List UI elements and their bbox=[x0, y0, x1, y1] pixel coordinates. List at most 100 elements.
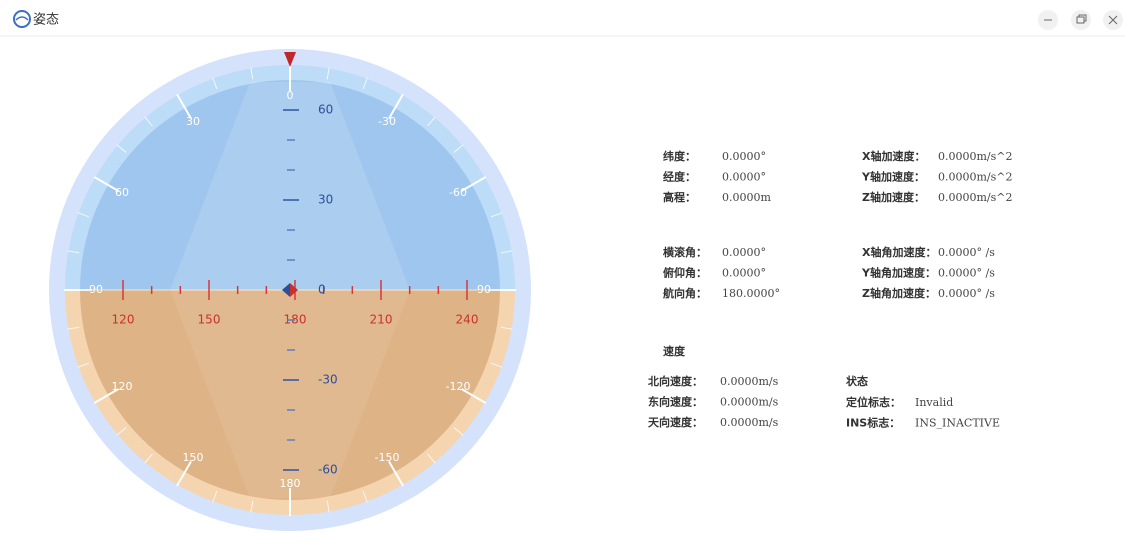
ground bbox=[80, 290, 500, 500]
roll-tick bbox=[176, 93, 192, 120]
title-icon bbox=[13, 10, 31, 28]
roll-label: -60 bbox=[449, 186, 467, 199]
info-label: 横滚角： bbox=[663, 245, 707, 259]
roll-tick bbox=[250, 67, 254, 80]
info-label: Y轴角加速度： bbox=[861, 266, 936, 280]
info-label: 高程： bbox=[663, 190, 696, 204]
info-label: Y轴加速度： bbox=[861, 170, 925, 184]
roll-label: 120 bbox=[111, 380, 132, 393]
pitch-label: -30 bbox=[318, 373, 338, 387]
info-label: Z轴加速度： bbox=[862, 190, 925, 204]
info-value: 0.0000° /s bbox=[938, 287, 995, 300]
info-label: INS标志： bbox=[846, 416, 900, 430]
roll-tick bbox=[500, 250, 513, 254]
heading-label: 150 bbox=[198, 313, 221, 327]
roll-label: -30 bbox=[378, 115, 396, 128]
info-value: 0.0000° bbox=[722, 150, 766, 163]
roll-tick bbox=[77, 212, 90, 218]
roll-tick bbox=[500, 326, 513, 330]
roll-tick bbox=[144, 453, 153, 464]
info-label: X轴角加速度： bbox=[862, 245, 936, 259]
roll-tick bbox=[388, 460, 404, 487]
info-value: 0.0000° bbox=[722, 171, 766, 184]
info-value: 0.0000° bbox=[722, 267, 766, 280]
heading-label: 240 bbox=[456, 313, 479, 327]
info-label: 航向角： bbox=[663, 286, 707, 300]
roll-tick bbox=[77, 362, 90, 368]
roll-tick bbox=[116, 427, 127, 436]
info-value: 0.0000° /s bbox=[938, 267, 995, 280]
pitch-label: 30 bbox=[318, 193, 333, 207]
heading-label: 120 bbox=[112, 313, 135, 327]
pitch-label: 60 bbox=[318, 103, 333, 117]
roll-tick bbox=[250, 500, 254, 513]
roll-tick bbox=[427, 453, 436, 464]
roll-tick bbox=[388, 93, 404, 120]
info-value: 0.0000m/s bbox=[720, 396, 779, 409]
roll-label: 180 bbox=[280, 477, 301, 490]
info-value: 0.0000m/s^2 bbox=[938, 191, 1013, 204]
roll-tick bbox=[212, 77, 218, 90]
roll-tick bbox=[67, 250, 80, 254]
roll-tick bbox=[453, 144, 464, 153]
roll-tick bbox=[453, 427, 464, 436]
info-label: Z轴角加速度： bbox=[862, 286, 936, 300]
info-label: 定位标志： bbox=[846, 395, 901, 409]
info-label: X轴加速度： bbox=[862, 149, 925, 163]
roll-tick bbox=[93, 388, 120, 404]
info-value: 0.0000m/s^2 bbox=[938, 171, 1013, 184]
pitch-label: 0 bbox=[318, 283, 326, 297]
info-value: Invalid bbox=[915, 396, 953, 409]
roll-tick bbox=[362, 490, 368, 503]
roll-tick bbox=[144, 116, 153, 127]
aircraft-left bbox=[282, 283, 290, 297]
info-label: 天向速度： bbox=[648, 415, 703, 429]
roll-label: 30 bbox=[186, 115, 200, 128]
minimize-button[interactable] bbox=[1038, 10, 1058, 30]
info-label: 经度： bbox=[663, 170, 696, 184]
roll-tick bbox=[67, 326, 80, 330]
roll-label: 60 bbox=[115, 186, 129, 199]
restore-button[interactable] bbox=[1071, 10, 1091, 30]
section-title: 状态 bbox=[846, 374, 868, 388]
info-value: INS_INACTIVE bbox=[915, 417, 1000, 430]
roll-pointer bbox=[284, 52, 296, 67]
roll-tick bbox=[427, 116, 436, 127]
aircraft-right bbox=[290, 283, 298, 297]
roll-tick bbox=[326, 500, 330, 513]
ground-glow bbox=[170, 290, 410, 498]
window-title: 姿态 bbox=[33, 12, 59, 28]
roll-tick bbox=[460, 388, 487, 404]
info-label: 东向速度： bbox=[648, 395, 703, 409]
heading-label: 210 bbox=[370, 313, 393, 327]
roll-tick bbox=[212, 490, 218, 503]
sky-glow bbox=[170, 82, 410, 290]
close-button[interactable] bbox=[1103, 10, 1123, 30]
info-value: 0.0000m bbox=[722, 191, 771, 204]
info-value: 0.0000m/s bbox=[720, 375, 779, 388]
roll-tick bbox=[362, 77, 368, 90]
roll-tick bbox=[93, 176, 120, 192]
info-value: 180.0000° bbox=[722, 287, 780, 300]
info-label: 俯仰角： bbox=[663, 266, 707, 280]
section-title: 速度 bbox=[663, 344, 686, 358]
roll-label: 0 bbox=[287, 89, 294, 102]
roll-label: 150 bbox=[183, 451, 204, 464]
roll-tick bbox=[490, 212, 503, 218]
info-label: 北向速度： bbox=[648, 374, 703, 388]
roll-tick bbox=[326, 67, 330, 80]
pitch-label: -60 bbox=[318, 463, 338, 477]
info-value: 0.0000m/s bbox=[720, 416, 779, 429]
info-value: 0.0000° bbox=[722, 246, 766, 259]
roll-tick bbox=[176, 460, 192, 487]
info-value: 0.0000m/s^2 bbox=[938, 150, 1013, 163]
sky bbox=[80, 80, 500, 290]
roll-tick bbox=[490, 362, 503, 368]
roll-tick bbox=[116, 144, 127, 153]
roll-label: -150 bbox=[375, 451, 400, 464]
roll-tick bbox=[460, 176, 487, 192]
info-value: 0.0000° /s bbox=[938, 246, 995, 259]
